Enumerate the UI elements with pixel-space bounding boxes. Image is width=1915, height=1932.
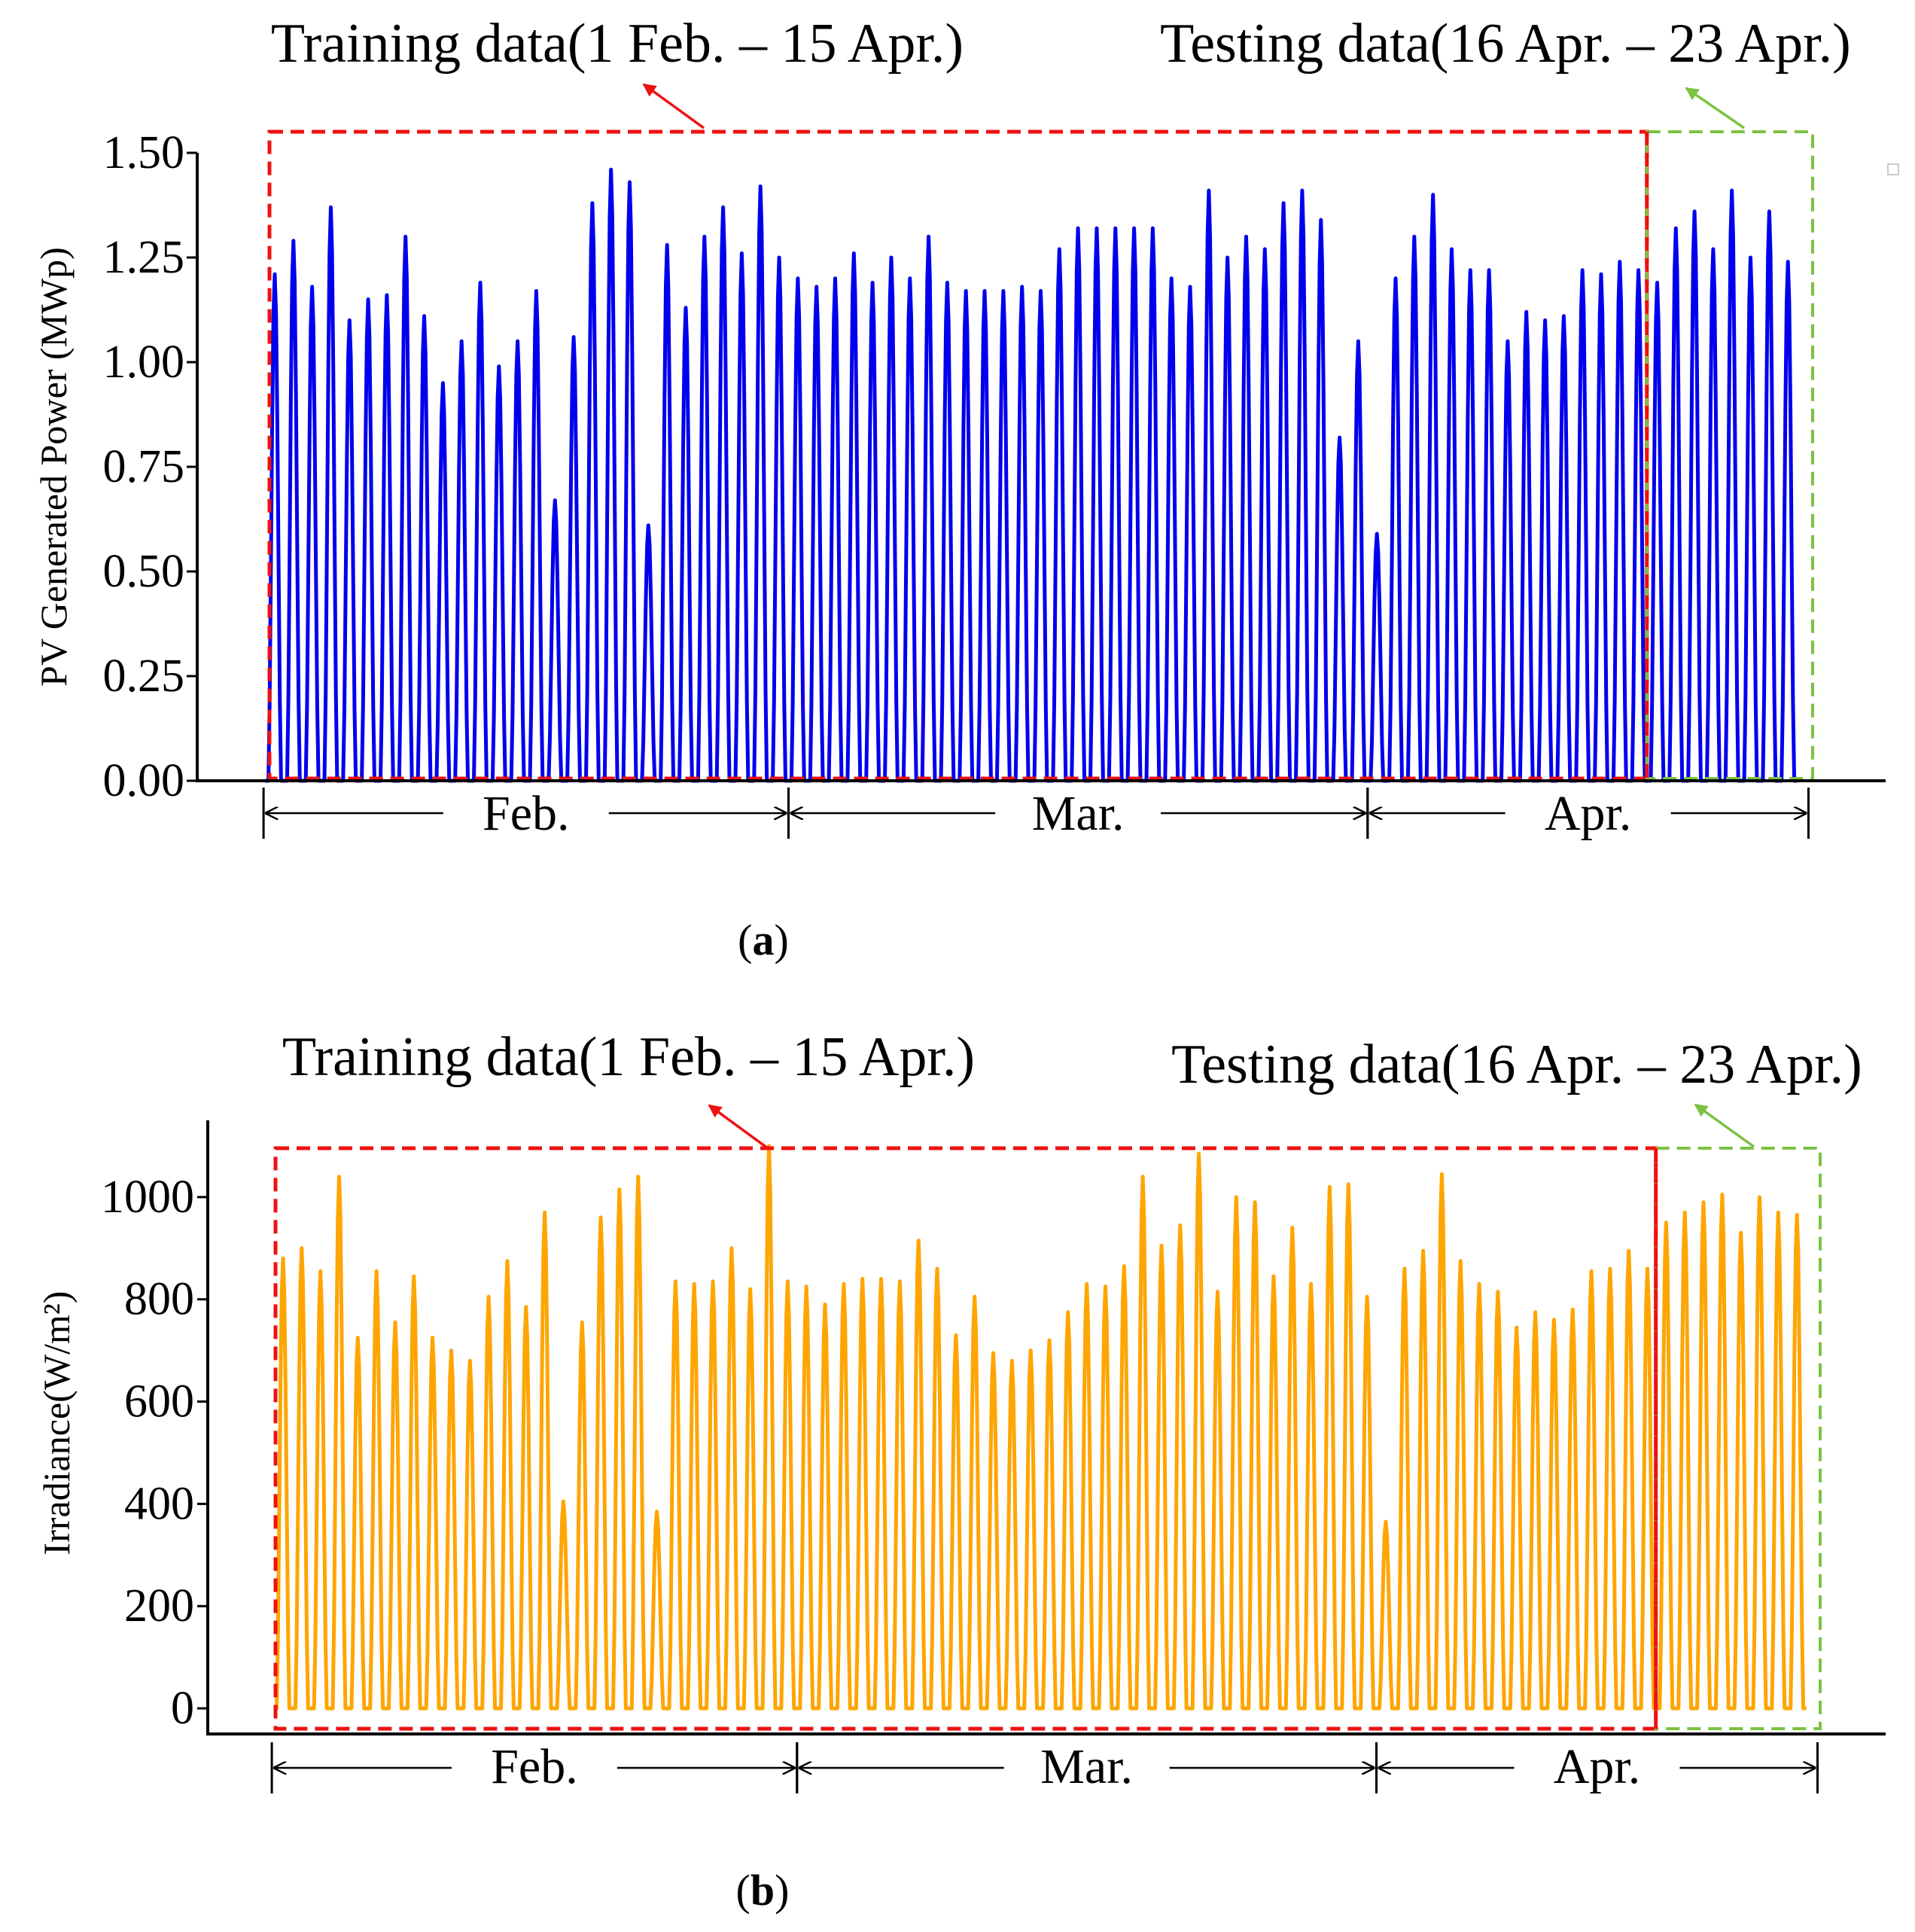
panel-b-testing-arrow bbox=[1694, 1103, 1755, 1148]
panel-a-series-line bbox=[265, 167, 1798, 783]
panel-b-ytick-label: 800 bbox=[124, 1274, 194, 1325]
panel-b-month-label: Feb. bbox=[491, 1739, 578, 1794]
panel-a-ytick-label: 1.50 bbox=[103, 127, 185, 178]
panel-b-month-label: Mar. bbox=[1040, 1739, 1133, 1794]
panel-b-training-region-box bbox=[273, 1146, 1658, 1731]
panel-a-ytick-label: 0.75 bbox=[103, 441, 185, 492]
panel-a-legend-box bbox=[1887, 163, 1899, 175]
panel-b-chart: Training data(1 Feb. – 15 Apr.) Testing … bbox=[35, 1026, 1886, 1915]
panel-a-testing-annotation: Testing data(16 Apr. – 23 Apr.) bbox=[1160, 13, 1851, 75]
panel-b-ytick-label: 0 bbox=[171, 1683, 194, 1734]
panel-b-ytick-label: 1000 bbox=[101, 1172, 194, 1223]
panel-a-ytick-label: 1.00 bbox=[103, 337, 185, 388]
panel-b-ytick-label: 400 bbox=[124, 1478, 194, 1529]
panel-a-month-label: Apr. bbox=[1545, 786, 1632, 841]
panel-b-testing-annotation: Testing data(16 Apr. – 23 Apr.) bbox=[1171, 1034, 1862, 1096]
panel-a-testing-arrow bbox=[1685, 87, 1745, 130]
panel-a-chart: Training data(1 Feb. – 15 Apr.) Testing … bbox=[32, 13, 1899, 964]
panel-b-irradiance-series bbox=[273, 1144, 1807, 1711]
panel-a-month-label: Feb. bbox=[483, 786, 570, 841]
panel-b-training-arrow bbox=[708, 1104, 769, 1150]
panel-b-series-line bbox=[273, 1144, 1807, 1711]
panel-b-caption-letter: b bbox=[750, 1866, 775, 1915]
panel-a-y-axis-label: PV Generated Power (MWp) bbox=[32, 247, 75, 687]
panel-a-ytick-label: 1.25 bbox=[103, 232, 185, 283]
panel-b-caption: (b) bbox=[736, 1866, 790, 1915]
panel-a-ytick-label: 0.25 bbox=[103, 651, 185, 702]
panel-b-y-axis-label: Irradiance(W/m²) bbox=[35, 1291, 78, 1556]
panel-a-ytick-label: 0.00 bbox=[103, 755, 185, 806]
panel-b-testing-region-box bbox=[1654, 1147, 1822, 1730]
panel-a-testing-region-box bbox=[1645, 130, 1815, 780]
panel-b-month-label: Apr. bbox=[1554, 1739, 1641, 1794]
panel-b-ytick-label: 600 bbox=[124, 1376, 194, 1428]
panel-a-caption: (a) bbox=[738, 916, 789, 964]
panel-a-caption-letter: a bbox=[753, 916, 775, 964]
panel-a-training-annotation: Training data(1 Feb. – 15 Apr.) bbox=[271, 13, 964, 75]
panel-a-power-series bbox=[265, 167, 1798, 783]
panel-b-training-annotation: Training data(1 Feb. – 15 Apr.) bbox=[282, 1026, 975, 1088]
panel-a-ytick-label: 0.50 bbox=[103, 546, 185, 597]
panel-a-month-label: Mar. bbox=[1032, 786, 1125, 841]
panel-b-ytick-label: 200 bbox=[124, 1580, 194, 1632]
panel-a-training-arrow bbox=[642, 83, 705, 130]
